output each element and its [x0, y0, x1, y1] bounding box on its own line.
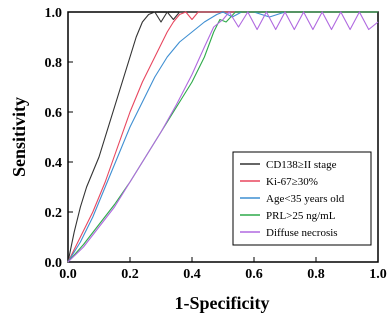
x-tick-label: 0.8: [307, 267, 325, 282]
y-tick-label: 0.2: [45, 206, 63, 221]
legend: CD138≥II stage Ki-67≥30% Age<35 years old P…: [232, 151, 372, 246]
y-axis-title: Sensitivity: [9, 97, 29, 177]
legend-label-5: Diffuse necrosis: [266, 227, 338, 239]
x-tick-label: 0.4: [183, 267, 201, 282]
y-tick-label: 0.0: [45, 256, 63, 271]
x-axis-title: 1-Specificity: [175, 293, 270, 313]
series-layer: [67, 11, 379, 263]
x-tick-label: 0.0: [59, 267, 77, 282]
legend-label-1: CD138≥II stage: [266, 159, 337, 171]
y-tick-label: 0.4: [45, 156, 63, 171]
y-tick-label: 1.0: [45, 6, 63, 21]
legend-label-4: PRL>25 ng/mL: [266, 210, 336, 222]
x-tick-label: 0.2: [121, 267, 139, 282]
series-line-3: [67, 11, 378, 263]
legend-label-3: Age<35 years old: [266, 193, 345, 205]
y-tick-label: 0.6: [45, 106, 63, 121]
y-tick-label: 0.8: [45, 56, 63, 71]
x-tick-label: 0.6: [245, 267, 263, 282]
series-line-5: [67, 11, 379, 263]
axis-ticks: 0.0 0.2 0.4 0.6 0.8 1.0 0.0 0.2 0.4 0.6 0.8 1.0: [45, 6, 387, 282]
x-tick-label: 1.0: [369, 267, 387, 282]
legend-label-2: Ki-67≥30%: [266, 176, 318, 188]
